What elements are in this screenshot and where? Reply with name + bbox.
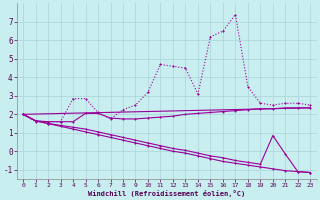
X-axis label: Windchill (Refroidissement éolien,°C): Windchill (Refroidissement éolien,°C) [88, 190, 245, 197]
